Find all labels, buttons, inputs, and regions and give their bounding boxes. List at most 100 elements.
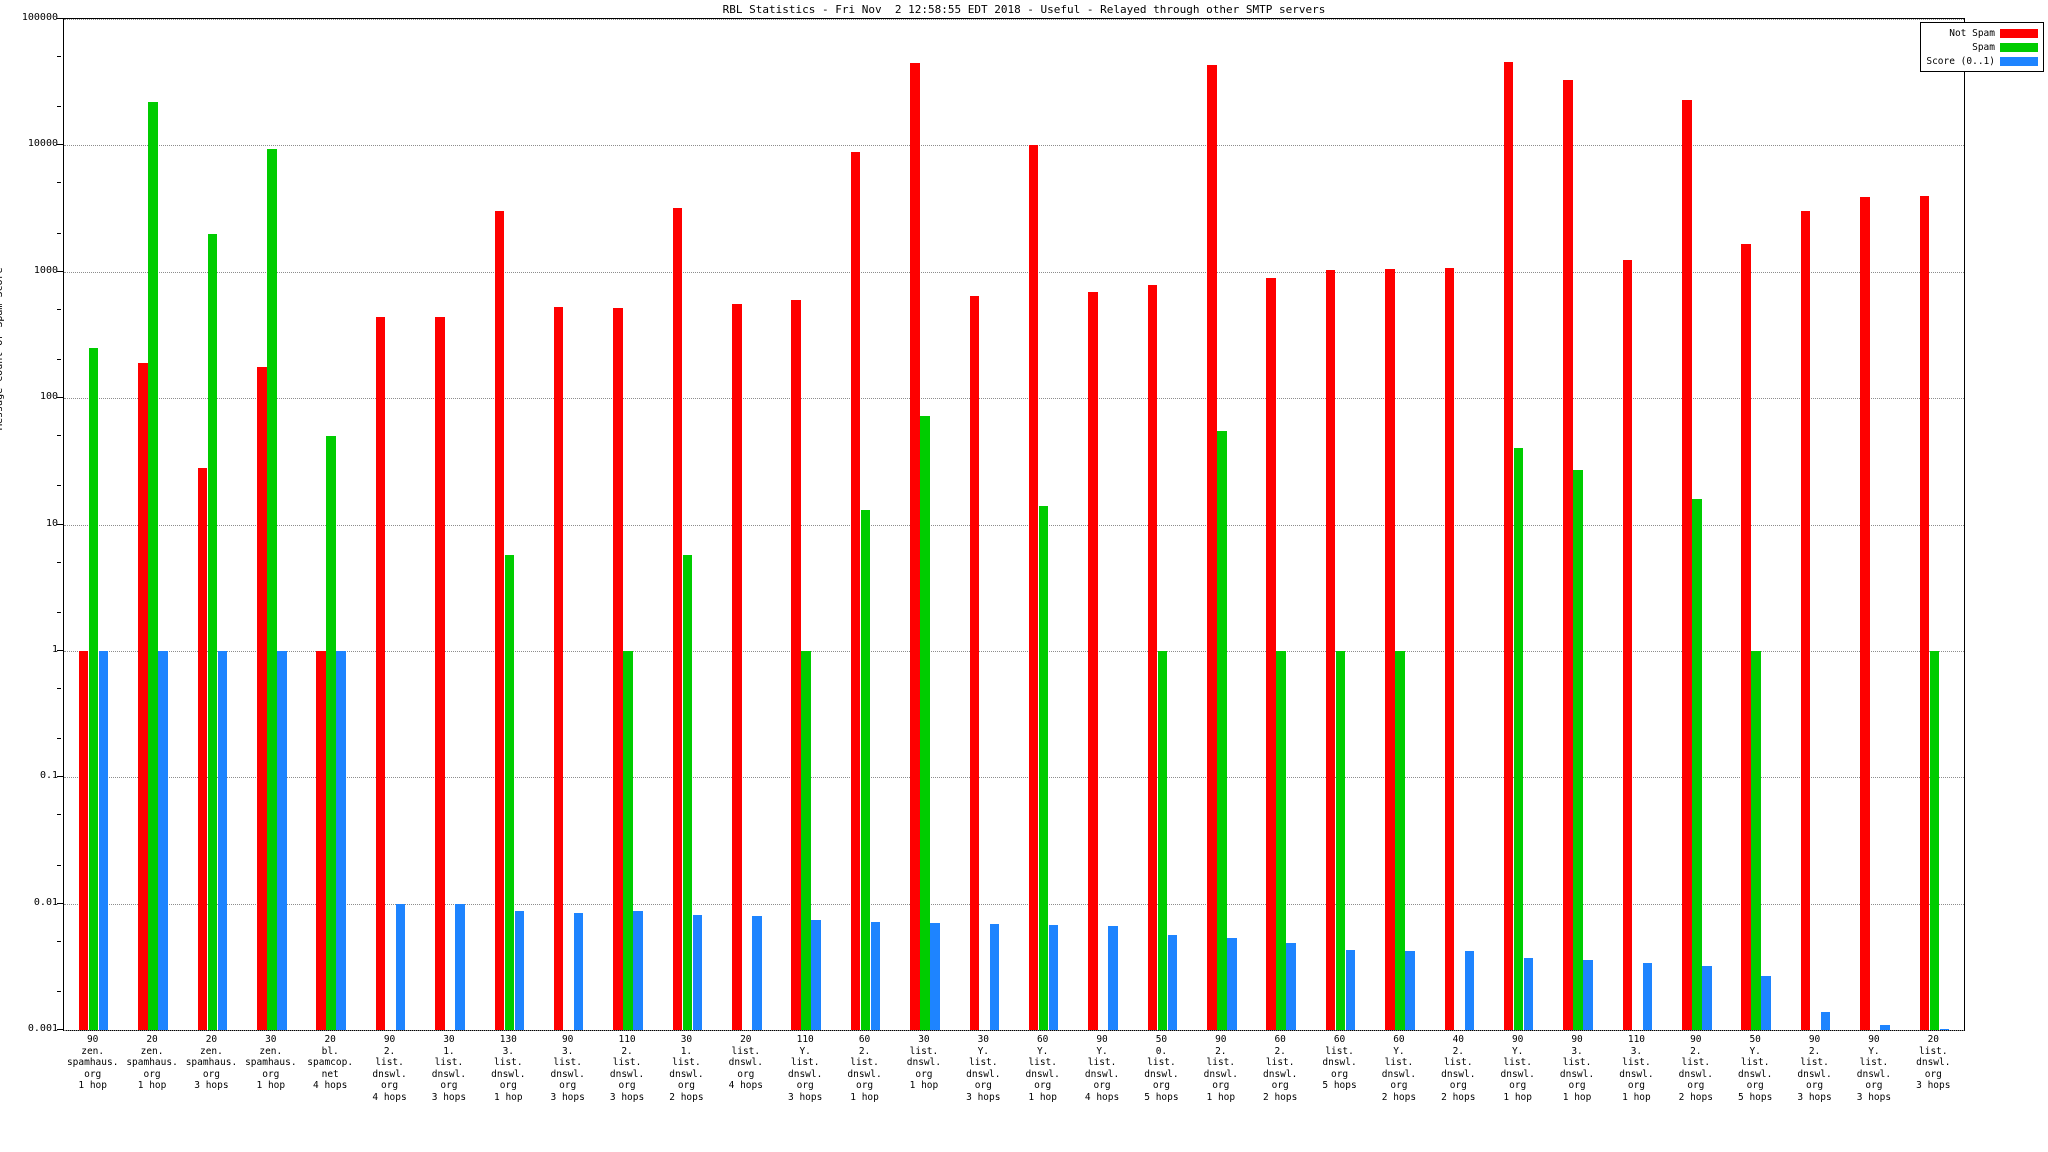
bar-score: [277, 650, 287, 1030]
gridline-major: [64, 271, 1964, 273]
x-label-rbl: 2. list. dnswl. org: [1797, 1045, 1832, 1092]
x-label-hops: 4 hops: [372, 1091, 407, 1103]
x-label-count: 90: [1690, 1034, 1702, 1045]
bar-score: [1345, 949, 1356, 1030]
bar-not-spam: [1325, 269, 1336, 1030]
x-label-count: 50: [1155, 1034, 1168, 1045]
bar-score: [692, 914, 703, 1030]
x-label-count: 60: [1393, 1034, 1405, 1045]
bar-score: [158, 650, 168, 1030]
y-axis-label: Message Count or Spam Score: [0, 267, 5, 430]
x-label-hops: 2 hops: [1678, 1091, 1713, 1103]
bar-not-spam: [197, 468, 208, 1030]
bar-spam: [88, 347, 99, 1030]
x-label-rbl: 2. list. dnswl. org: [1263, 1045, 1298, 1092]
bar-not-spam: [1028, 145, 1039, 1030]
x-label-rbl: Y. list. dnswl. org: [1381, 1045, 1417, 1092]
bar-score: [395, 903, 406, 1030]
x-label-hops: 1 hop: [1206, 1091, 1236, 1103]
y-axis-tick-label: 0.001: [27, 1023, 58, 1034]
bar-score: [1464, 951, 1475, 1030]
x-label-hops: 1 hop: [1503, 1091, 1532, 1103]
bar-spam: [860, 510, 871, 1030]
legend-label-score: Score (0..1): [1926, 55, 1995, 67]
x-label-rbl: 3. list. dnswl. org: [1619, 1045, 1654, 1092]
gridline-major: [64, 903, 1964, 905]
x-label-rbl: zen. spamhaus. org: [66, 1045, 119, 1080]
bar-score: [455, 903, 465, 1030]
y-axis-minor-tick: [57, 359, 61, 361]
legend-item-score: Score (0..1): [1926, 55, 2038, 67]
bar-not-spam: [494, 211, 505, 1030]
bar-not-spam: [1622, 259, 1633, 1030]
y-axis-tick-mark: [57, 144, 63, 146]
x-label-count: 60: [1274, 1034, 1286, 1045]
bar-score: [1286, 942, 1296, 1030]
bar-not-spam: [613, 307, 623, 1030]
bar-score: [336, 650, 346, 1030]
bar-score: [1108, 926, 1118, 1030]
legend-item-not-spam: Not Spam: [1926, 27, 2038, 39]
y-axis-tick-label: 0.1: [39, 770, 58, 782]
bar-score: [1583, 959, 1593, 1030]
bar-not-spam: [1147, 285, 1158, 1030]
x-label-count: 50: [1749, 1034, 1761, 1045]
x-label-count: 90: [383, 1034, 396, 1045]
x-label-hops: 1 hop: [1622, 1091, 1651, 1103]
bar-score: [811, 920, 821, 1030]
y-axis-minor-tick: [57, 56, 61, 58]
x-label-rbl: zen. spamhaus. org: [126, 1045, 178, 1080]
x-label-hops: 5 hops: [1738, 1091, 1773, 1103]
legend-item-spam: Spam: [1926, 41, 2038, 53]
bar-not-spam: [1741, 244, 1751, 1030]
y-axis-minor-tick: [57, 864, 61, 866]
bar-not-spam: [732, 303, 742, 1030]
bar-not-spam: [316, 650, 326, 1030]
x-axis-group-label: 30 Y. list. dnswl. org 3 hops: [954, 1034, 1013, 1103]
x-label-rbl: 2. list. dnswl. org: [609, 1045, 645, 1092]
x-axis-group-label: 130 3. list. dnswl. org 1 hop: [479, 1034, 538, 1103]
y-axis-tick-label: 1: [51, 643, 58, 655]
y-axis-tick-label: 10000: [27, 138, 58, 150]
x-label-count: 30: [265, 1034, 277, 1045]
bar-spam: [682, 555, 693, 1030]
x-label-count: 110: [796, 1034, 814, 1045]
bar-score: [217, 650, 228, 1030]
x-label-count: 90: [1808, 1034, 1821, 1045]
bar-not-spam: [1444, 267, 1455, 1030]
x-label-hops: 2 hops: [1263, 1091, 1298, 1103]
x-label-rbl: Y. list. dnswl. org: [1025, 1045, 1060, 1092]
y-axis-tick-mark: [57, 902, 63, 904]
x-label-hops: 4 hops: [728, 1080, 763, 1091]
bar-spam: [1157, 650, 1168, 1030]
x-label-rbl: 2. list. dnswl. org: [372, 1045, 407, 1092]
x-axis-group-label: 60 2. list. dnswl. org 2 hops: [1251, 1034, 1310, 1103]
x-label-count: 30: [443, 1034, 455, 1045]
bar-not-spam: [375, 316, 386, 1030]
x-label-hops: 1 hop: [1028, 1091, 1057, 1103]
bar-score: [1820, 1011, 1831, 1030]
bar-not-spam: [1266, 277, 1276, 1030]
bar-not-spam: [1682, 99, 1692, 1030]
x-axis-group-label: 90 2. list. dnswl. org 4 hops: [360, 1034, 419, 1103]
bar-score: [573, 912, 584, 1030]
x-axis-group-label: 60 list. dnswl. org 5 hops: [1310, 1034, 1369, 1092]
x-label-rbl: list. dnswl. org: [728, 1045, 763, 1080]
x-label-count: 20: [1927, 1034, 1940, 1045]
x-axis-group-label: 60 2. list. dnswl. org 1 hop: [835, 1034, 894, 1103]
bar-score: [633, 911, 643, 1030]
x-label-count: 20: [324, 1034, 336, 1045]
x-label-rbl: zen. spamhaus. org: [245, 1045, 297, 1080]
x-label-count: 90: [1868, 1034, 1880, 1045]
x-label-count: 60: [858, 1034, 871, 1045]
bar-spam: [623, 650, 633, 1030]
x-axis-group-label: 110 Y. list. dnswl. org 3 hops: [776, 1034, 835, 1103]
x-label-hops: 2 hops: [1381, 1091, 1417, 1103]
y-axis-tick-label: 100000: [21, 12, 58, 23]
bar-score: [1642, 962, 1653, 1030]
bar-score: [989, 924, 1000, 1030]
x-axis-labels: 90 zen. spamhaus. org 1 hop 20 zen. spamhaus…: [63, 1034, 1965, 1152]
x-label-count: 90: [1215, 1034, 1227, 1045]
bar-score: [1939, 1029, 1950, 1030]
x-label-rbl: bl. spamcop. net: [307, 1045, 354, 1080]
